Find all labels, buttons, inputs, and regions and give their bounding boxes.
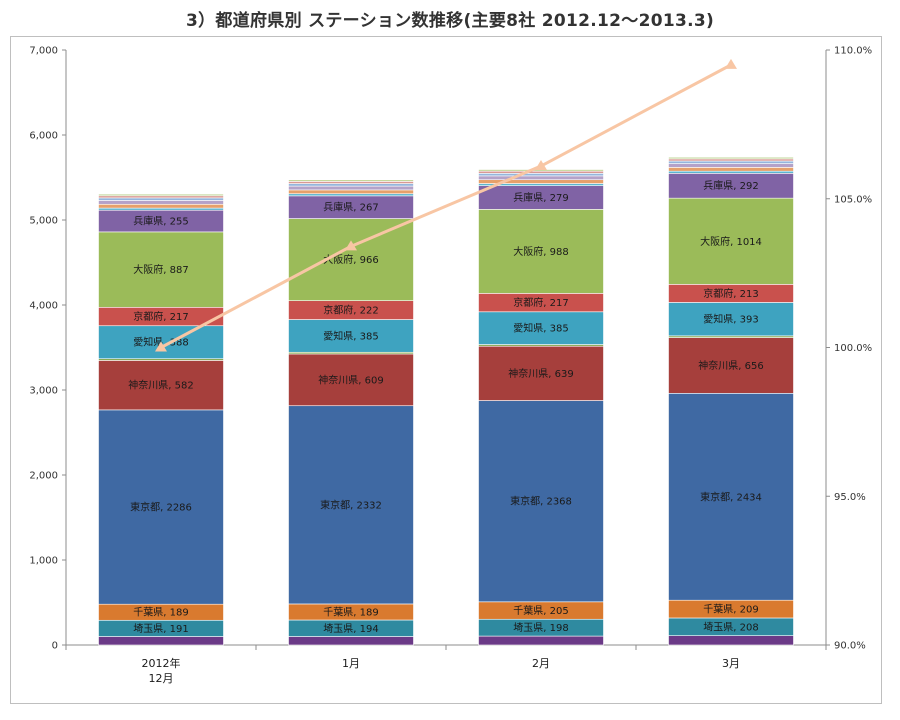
y-left-tick-label: 1,000 xyxy=(29,556,58,567)
y-left-tick-label: 5,000 xyxy=(29,216,58,227)
data-label: 東京都, 2332 xyxy=(320,498,382,511)
bar-segment-神奈川県 xyxy=(98,360,224,411)
y-left-tick-label: 2,000 xyxy=(29,471,58,482)
data-label: 千葉県, 205 xyxy=(513,604,568,617)
bar-segment-大阪府 xyxy=(478,209,604,294)
data-label: 大阪府, 887 xyxy=(133,263,188,276)
bar-segment-大阪府 xyxy=(668,197,794,285)
data-label: 兵庫県, 267 xyxy=(323,201,378,214)
data-label: 兵庫県, 292 xyxy=(703,179,758,192)
y-left-tick-label: 0 xyxy=(52,641,58,652)
data-label: 兵庫県, 279 xyxy=(513,191,568,204)
bar-segment-東京都 xyxy=(98,409,224,605)
y-right-tick-label: 110.0% xyxy=(834,46,872,57)
bar-segment-minor xyxy=(288,183,414,187)
data-label: 京都府, 217 xyxy=(133,310,188,323)
bar-segment-minor xyxy=(288,636,414,646)
growth-marker xyxy=(535,160,547,171)
data-label: 大阪府, 966 xyxy=(323,253,378,266)
bar-segment-東京都 xyxy=(668,393,794,601)
data-label: 愛知県, 385 xyxy=(323,329,378,342)
data-label: 京都府, 213 xyxy=(703,287,758,300)
data-label: 東京都, 2286 xyxy=(130,501,192,514)
bar-segment-minor xyxy=(98,193,224,197)
bar-segment-minor xyxy=(478,635,604,646)
y-right-tick-label: 105.0% xyxy=(834,194,872,205)
y-left-tick-label: 6,000 xyxy=(29,131,58,142)
data-label: 東京都, 2434 xyxy=(700,490,762,503)
y-left-tick-label: 3,000 xyxy=(29,386,58,397)
bar-segment-minor xyxy=(668,170,794,174)
growth-marker xyxy=(155,341,167,352)
y-left-tick-label: 7,000 xyxy=(29,46,58,57)
data-label: 愛知県, 385 xyxy=(513,322,568,335)
data-label: 京都府, 222 xyxy=(323,304,378,317)
data-label: 東京都, 2368 xyxy=(510,495,572,508)
data-label: 神奈川県, 609 xyxy=(318,373,383,386)
bar-segment-minor xyxy=(98,197,224,201)
x-category-label: 2月 xyxy=(532,657,550,670)
bar-segment-愛知県 xyxy=(288,319,414,353)
data-label: 千葉県, 209 xyxy=(703,603,758,616)
growth-line xyxy=(160,63,732,349)
bar-segment-minor xyxy=(98,636,224,646)
bar-segment-大阪府 xyxy=(98,231,224,308)
x-category-label: 3月 xyxy=(722,657,740,670)
bar-segment-minor xyxy=(668,160,794,164)
bar-segment-東京都 xyxy=(478,400,604,603)
bar-segment-minor xyxy=(98,200,224,205)
bar-segment-神奈川県 xyxy=(668,337,794,394)
data-label: 京都府, 217 xyxy=(513,296,568,309)
y-right-tick-label: 100.0% xyxy=(834,343,872,354)
y-right-tick-label: 95.0% xyxy=(834,492,866,503)
bar-segment-minor xyxy=(288,193,414,197)
bar-segment-兵庫県 xyxy=(668,173,794,199)
bar-segment-minor xyxy=(668,635,794,646)
y-right-tick-label: 90.0% xyxy=(834,641,866,652)
data-label: 千葉県, 189 xyxy=(133,606,188,619)
data-label: 千葉県, 189 xyxy=(323,605,378,618)
growth-marker xyxy=(725,58,737,69)
data-label: 埼玉県, 198 xyxy=(513,621,568,634)
data-label: 埼玉県, 194 xyxy=(323,622,378,635)
bar-segment-神奈川県 xyxy=(288,353,414,407)
x-category-label: 1月 xyxy=(342,657,360,670)
bar-segment-大阪府 xyxy=(288,218,414,301)
chart-title: 3）都道府県別 ステーション数推移(主要8社 2012.12〜2013.3) xyxy=(185,11,715,31)
data-label: 埼玉県, 208 xyxy=(703,620,758,633)
bar-segment-minor xyxy=(288,189,414,195)
data-label: 神奈川県, 656 xyxy=(698,359,763,372)
bar-segment-minor xyxy=(668,158,794,162)
bar-segment-minor xyxy=(288,185,414,191)
x-category-label: 12月 xyxy=(149,672,174,685)
data-label: 埼玉県, 191 xyxy=(133,622,188,635)
y-left-tick-label: 4,000 xyxy=(29,301,58,312)
bar-segment-minor xyxy=(98,203,224,209)
bar-segment-minor xyxy=(288,181,414,184)
data-label: 大阪府, 1014 xyxy=(700,235,762,248)
data-label: 神奈川県, 582 xyxy=(128,379,193,392)
bar-segment-愛知県 xyxy=(478,311,604,345)
bar-segment-minor xyxy=(478,175,604,181)
bar-segment-minor xyxy=(98,195,224,199)
bar-segment-minor xyxy=(668,163,794,168)
growth-marker xyxy=(345,240,357,251)
bar-segment-minor xyxy=(668,156,794,160)
data-label: 大阪府, 988 xyxy=(513,245,568,258)
data-label: 神奈川県, 639 xyxy=(508,367,573,380)
bar-segment-minor xyxy=(98,207,224,211)
data-label: 愛知県, 393 xyxy=(703,313,758,326)
bar-segment-minor xyxy=(288,179,414,182)
data-label: 兵庫県, 255 xyxy=(133,215,188,228)
bar-segment-minor xyxy=(478,173,604,177)
bar-segment-東京都 xyxy=(288,405,414,605)
x-category-label: 2012年 xyxy=(142,656,181,670)
bar-segment-minor xyxy=(478,170,604,174)
bar-segment-minor xyxy=(668,167,794,172)
bar-segment-神奈川県 xyxy=(478,345,604,401)
